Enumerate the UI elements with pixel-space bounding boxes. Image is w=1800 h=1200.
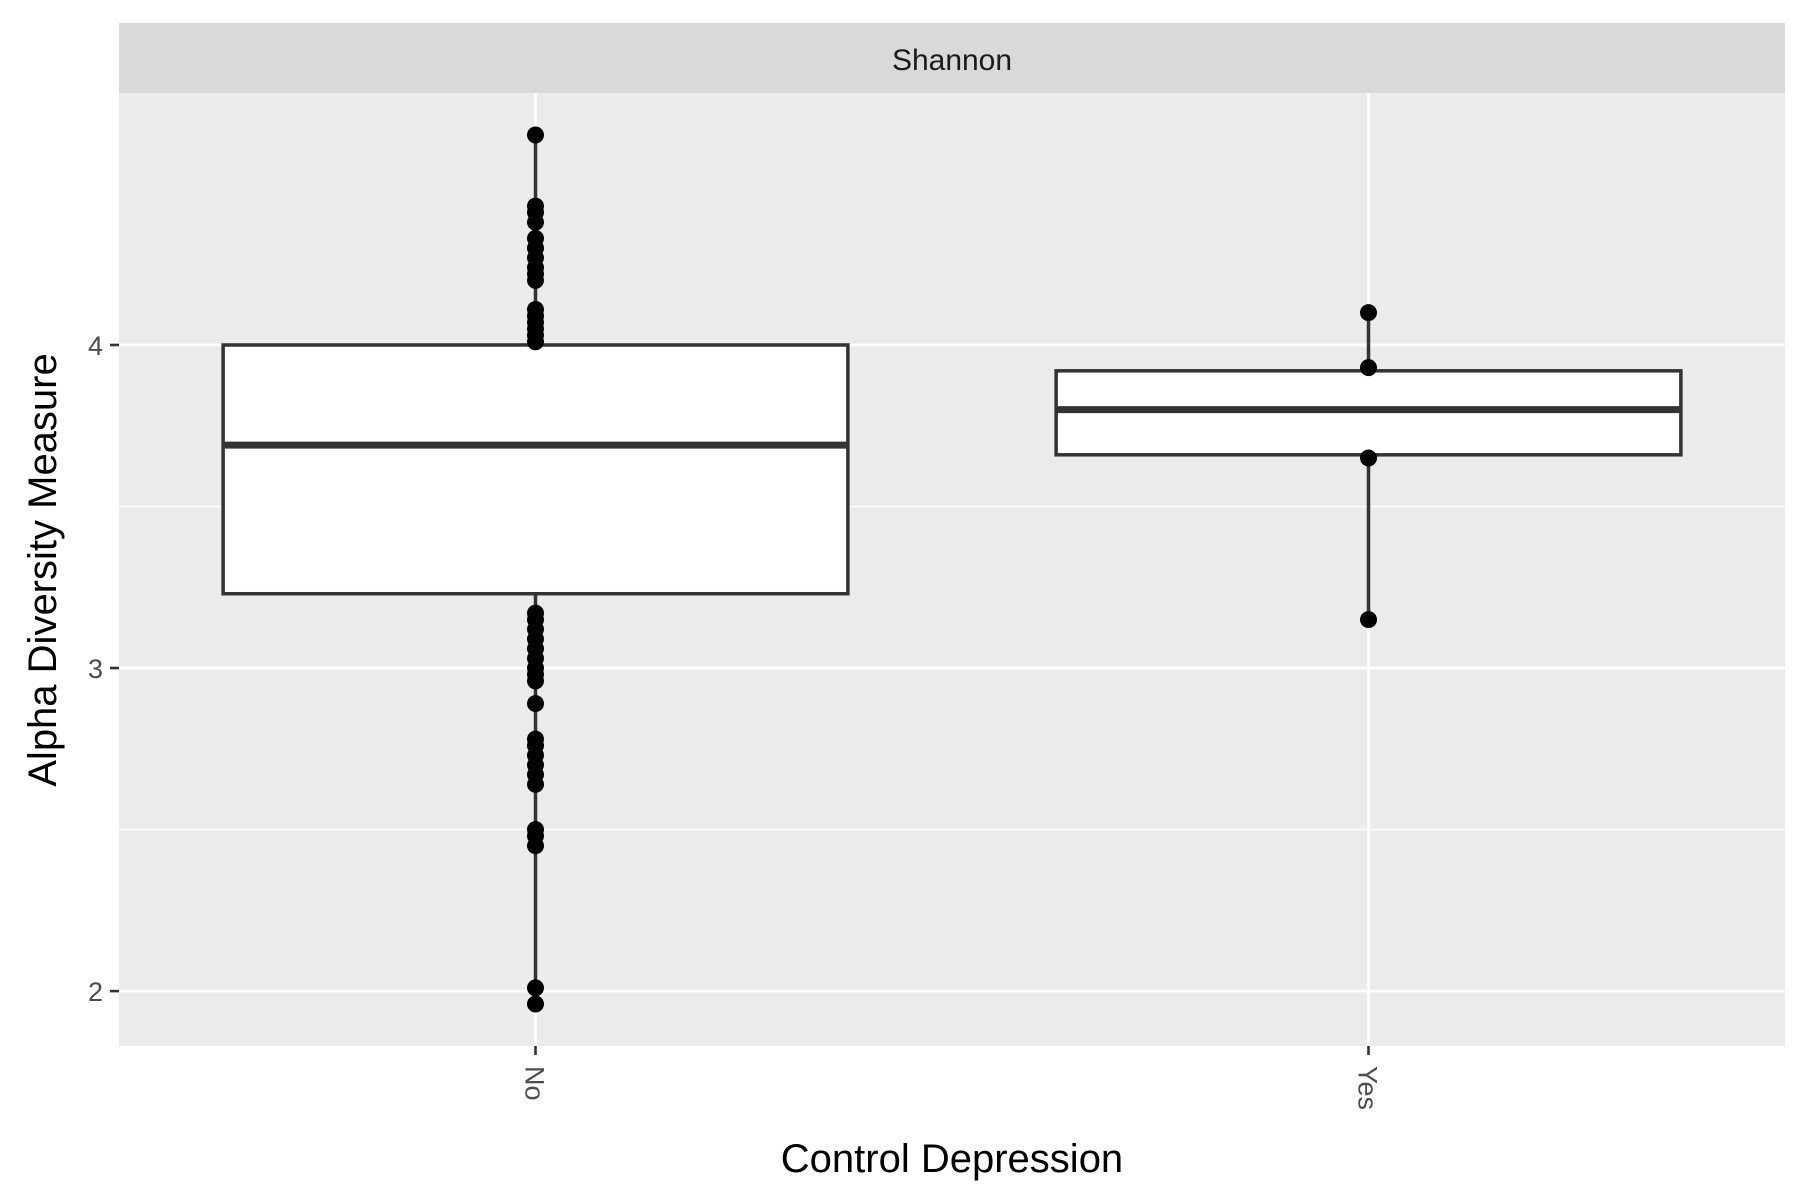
data-point (527, 213, 544, 231)
x-axis-title: Control Depression (781, 1137, 1123, 1181)
y-tick-label: 4 (88, 331, 103, 361)
y-tick-label: 3 (88, 654, 103, 684)
data-point (527, 333, 544, 351)
box-no (221, 126, 850, 1013)
y-axis: 2 3 4 (88, 331, 119, 1007)
data-point (1360, 304, 1377, 322)
data-point (1360, 449, 1377, 467)
x-axis: No Yes (520, 1046, 1383, 1110)
facet-strip (119, 23, 1785, 93)
data-point (527, 995, 544, 1013)
data-point (527, 695, 544, 713)
x-tick-label: No (520, 1066, 550, 1101)
box-plots (221, 126, 1683, 1013)
x-tick-label: Yes (1353, 1066, 1383, 1110)
data-point (527, 271, 544, 289)
box-iqr (221, 343, 850, 596)
data-point (527, 979, 544, 997)
data-point (527, 775, 544, 793)
data-point (1360, 359, 1377, 377)
data-point (1360, 611, 1377, 629)
data-point (527, 837, 544, 855)
facet-strip-label: Shannon (892, 44, 1012, 77)
y-axis-title: Alpha Diversity Measure (21, 353, 65, 787)
y-tick-label: 2 (88, 977, 103, 1007)
data-point (527, 672, 544, 690)
data-point (527, 126, 544, 144)
box-yes (1054, 304, 1683, 629)
